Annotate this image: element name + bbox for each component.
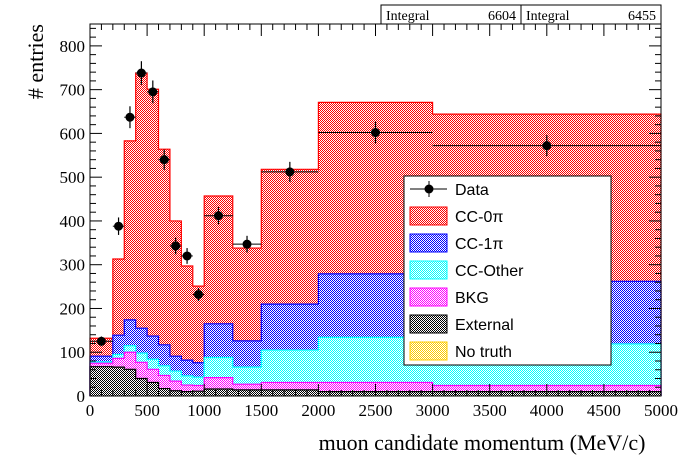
- stats-box-1: Integral 6604: [380, 4, 522, 25]
- data-point: [90, 336, 113, 347]
- y-tick-label: 300: [60, 256, 86, 275]
- data-point: [135, 61, 148, 85]
- legend-entry: CC-0π: [409, 206, 503, 226]
- legend-swatch: [409, 260, 448, 280]
- data-point: [232, 235, 262, 253]
- legend-entry: External: [409, 314, 514, 334]
- y-tick-label: 600: [60, 124, 86, 143]
- x-tick-label: 3500: [473, 401, 507, 420]
- legend-entry: CC-1π: [409, 233, 503, 253]
- data-point: [112, 217, 125, 235]
- legend-swatch: [409, 287, 448, 307]
- legend-swatch: [409, 314, 448, 334]
- y-tick-label: 0: [77, 387, 86, 406]
- legend-swatch: [409, 341, 448, 361]
- y-tick-label: 200: [60, 299, 86, 318]
- data-marker: [242, 239, 252, 249]
- data-marker: [542, 141, 552, 151]
- axes: 0 500 1000 1500 2000 2500 3000 3500 4000 4500 5000…: [60, 24, 678, 420]
- data-point: [147, 80, 159, 104]
- data-marker: [371, 128, 380, 138]
- data-point: [318, 121, 433, 144]
- x-tick-label: 500: [134, 401, 160, 420]
- legend-entry: No truth: [409, 341, 512, 361]
- data-marker: [125, 112, 135, 122]
- histogram-outline: [89, 72, 662, 396]
- y-tick-label: 800: [60, 37, 86, 56]
- data-marker: [285, 167, 295, 177]
- data-marker: [193, 289, 203, 299]
- data-marker: [159, 155, 169, 165]
- y-axis-label: # entries: [23, 24, 48, 99]
- legend-entry: Data: [410, 181, 489, 199]
- histogram-outline: [89, 351, 662, 396]
- legend-label: CC-1π: [455, 236, 503, 253]
- y-tick-label: 400: [60, 212, 86, 231]
- x-tick-label: 1500: [244, 401, 278, 420]
- y-tick-label: 100: [60, 343, 86, 362]
- legend-label: External: [455, 317, 514, 334]
- data-marker: [96, 336, 106, 346]
- x-axis-label: muon candidate momentum (MeV/c): [319, 430, 646, 455]
- data-point: [181, 248, 193, 264]
- stats-value: 6604: [488, 9, 516, 24]
- data-marker: [171, 241, 181, 251]
- data-points: [90, 61, 661, 347]
- legend-swatch: [409, 206, 448, 226]
- legend-label: No truth: [455, 344, 512, 361]
- data-marker: [114, 221, 124, 231]
- legend-label: BKG: [455, 290, 489, 307]
- data-point: [204, 206, 233, 225]
- x-tick-label: 3000: [416, 401, 450, 420]
- data-marker: [213, 211, 223, 221]
- data-marker: [136, 68, 146, 78]
- data-point: [261, 161, 319, 182]
- data-point: [158, 149, 170, 170]
- legend-entry: CC-Other: [409, 260, 524, 280]
- stats-label: Integral: [526, 9, 570, 24]
- data-point: [169, 237, 182, 255]
- data-point: [124, 106, 136, 129]
- x-tick-label: 1000: [187, 401, 221, 420]
- x-tick-label: 5000: [644, 401, 678, 420]
- legend-data-marker: [424, 184, 434, 194]
- histogram-outline: [89, 366, 662, 396]
- legend-swatch: [409, 233, 448, 253]
- legend-label: CC-0π: [455, 209, 503, 226]
- x-tick-label: 2500: [359, 401, 393, 420]
- stats-box-2: Integral 6455: [520, 4, 662, 25]
- stats-value: 6455: [628, 9, 656, 24]
- data-point: [432, 135, 661, 157]
- x-tick-label: 4000: [530, 401, 564, 420]
- legend-label: Data: [455, 182, 489, 199]
- y-tick-label: 500: [60, 168, 86, 187]
- y-tick-label: 700: [60, 81, 86, 100]
- histogram-bkg: [89, 351, 662, 396]
- data-point: [192, 287, 205, 302]
- data-marker: [148, 87, 158, 97]
- data-marker: [182, 251, 192, 261]
- legend-entry: BKG: [409, 287, 489, 307]
- stats-label: Integral: [386, 9, 430, 24]
- histogram-outline: [89, 273, 662, 396]
- histogram-fill: [90, 352, 661, 396]
- legend-label: CC-Other: [455, 263, 524, 280]
- x-tick-label: 0: [86, 401, 95, 420]
- histogram-outline: [89, 336, 662, 396]
- legend: Data CC-0π CC-1π CC-Other BKG External No trut…: [403, 175, 612, 366]
- x-tick-label: 2000: [301, 401, 335, 420]
- x-tick-label: 4500: [587, 401, 621, 420]
